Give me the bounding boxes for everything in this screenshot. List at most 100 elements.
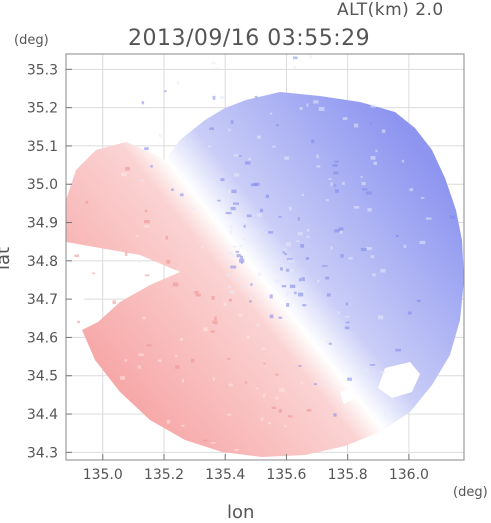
y-tick-label: 34.9 <box>27 216 58 232</box>
x-tick-label: 135.0 <box>83 467 123 483</box>
speckle-cell <box>305 257 310 260</box>
speckle-cell <box>211 320 218 325</box>
speckle-cell <box>175 365 180 369</box>
speckle-cell <box>240 255 243 260</box>
x-tick-label: 136.0 <box>389 467 429 483</box>
speckle-cell <box>311 139 315 143</box>
speckle-cell <box>325 276 330 280</box>
y-tick-label: 35.0 <box>27 177 58 193</box>
speckle-cell <box>313 383 317 385</box>
speckle-cell <box>257 213 263 217</box>
y-tick-label: 34.3 <box>27 445 58 461</box>
speckle-cell <box>248 158 252 161</box>
speckle-cell <box>191 208 196 210</box>
speckle-cell <box>306 235 310 238</box>
speckle-cell <box>380 268 386 273</box>
speckle-cell <box>299 278 302 282</box>
speckle-cell <box>144 220 150 224</box>
speckle-cell <box>229 230 232 234</box>
speckle-cell <box>271 145 276 148</box>
speckle-cell <box>211 61 216 65</box>
speckle-cell <box>328 178 332 180</box>
speckle-cell <box>313 100 319 104</box>
speckle-cell <box>278 316 283 319</box>
y-tick-label: 34.6 <box>27 330 58 346</box>
y-tick-label: 35.3 <box>27 62 58 78</box>
speckle-cell <box>241 218 248 223</box>
speckle-cell <box>330 182 333 186</box>
speckle-cell <box>212 95 216 100</box>
speckle-cell <box>293 56 298 60</box>
speckle-cell <box>369 122 372 125</box>
speckle-cell <box>230 206 236 211</box>
speckle-cell <box>180 193 184 197</box>
y-tick-label: 34.8 <box>27 254 58 270</box>
speckle-cell <box>316 165 321 168</box>
speckle-cell <box>362 188 368 191</box>
speckle-cell <box>66 224 68 226</box>
speckle-cell <box>263 362 266 365</box>
speckle-cell <box>245 161 251 165</box>
speckle-cell <box>246 214 252 218</box>
speckle-cell <box>203 439 208 442</box>
speckle-cell <box>348 257 353 260</box>
speckle-cell <box>282 250 286 254</box>
echo-area <box>66 92 464 457</box>
tick-labels: 135.0 135.2 135.4 135.6 135.8 136.0 34.3 34.4 34… <box>27 62 429 483</box>
speckle-cell <box>182 378 185 383</box>
speckle-cell <box>334 160 339 163</box>
speckle-cell <box>171 188 174 191</box>
speckle-cell <box>172 282 179 287</box>
speckle-cell <box>288 268 295 273</box>
echo-gap <box>66 290 84 322</box>
speckle-cell <box>268 422 271 425</box>
speckle-cell <box>372 273 376 277</box>
speckle-cell <box>379 371 386 374</box>
speckle-cell <box>401 159 405 163</box>
speckle-cell <box>180 338 184 341</box>
speckle-cell <box>364 368 369 372</box>
speckle-cell <box>174 354 178 358</box>
speckle-cell <box>403 244 407 248</box>
speckle-cell <box>287 258 293 261</box>
speckle-cell <box>195 293 201 297</box>
speckle-cell <box>278 409 282 413</box>
speckle-cell <box>243 224 246 228</box>
speckle-cell <box>282 248 287 252</box>
speckle-cell <box>366 247 372 250</box>
speckle-cell <box>347 377 352 381</box>
speckle-cell <box>120 376 125 380</box>
echo-gap <box>378 362 420 398</box>
speckle-cell <box>286 303 290 307</box>
speckle-cell <box>299 107 303 110</box>
speckle-cell <box>370 156 376 160</box>
y-tick-label: 34.4 <box>27 407 58 423</box>
speckle-cell <box>157 359 162 362</box>
speckle-cell <box>306 408 312 412</box>
speckle-cell <box>212 230 215 233</box>
speckle-cell <box>341 181 345 185</box>
speckle-cell <box>269 314 274 319</box>
speckle-cell <box>201 244 204 249</box>
speckle-cell <box>144 209 148 213</box>
speckle-cell <box>241 238 247 241</box>
speckle-cell <box>409 188 414 192</box>
speckle-cell <box>157 261 160 265</box>
speckle-cell <box>146 344 152 347</box>
speckle-cell <box>203 327 208 332</box>
speckle-cell <box>293 65 296 70</box>
speckle-cell <box>158 133 162 138</box>
x-unit-label: (deg) <box>453 485 488 500</box>
speckle-cell <box>297 217 300 221</box>
speckle-cell <box>238 313 243 317</box>
speckle-cell <box>228 298 233 302</box>
speckle-cell <box>210 330 215 333</box>
speckle-cell <box>375 149 378 153</box>
speckle-cell <box>176 81 180 85</box>
echo-speckle <box>66 55 455 451</box>
echo-gap <box>340 388 356 404</box>
speckle-cell <box>288 206 292 211</box>
x-tick-label: 135.8 <box>328 467 368 483</box>
speckle-cell <box>425 217 432 220</box>
speckle-cell <box>279 388 285 393</box>
